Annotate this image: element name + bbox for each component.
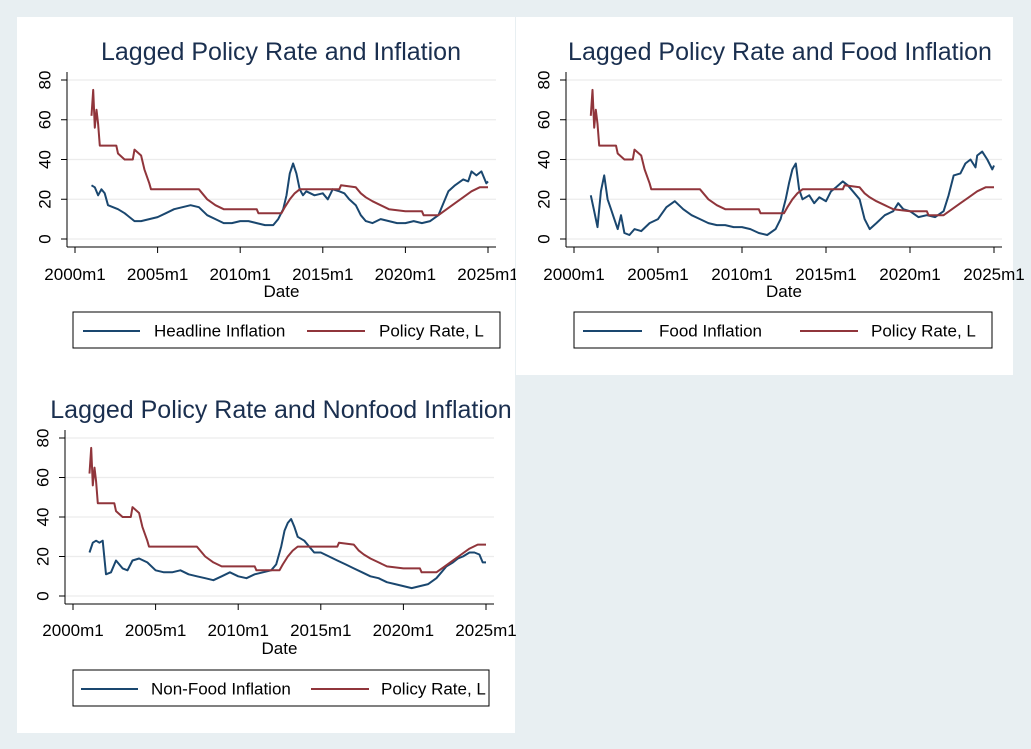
series-line-inflation [88,518,486,590]
chart-title: Lagged Policy Rate and Nonfood Inflation [50,396,511,424]
x-tick-label: 2000m1 [44,265,105,284]
legend: Headline Inflation Policy Rate, L [72,311,501,349]
x-tick-label: 2005m1 [125,621,186,640]
legend-label: Policy Rate, L [379,322,484,341]
x-tick-label: 2000m1 [543,265,604,284]
y-tick-label: 40 [34,508,53,527]
x-tick-label: 2025m1 [963,265,1024,284]
x-tick-label: 2005m1 [127,265,188,284]
x-tick-label: 2005m1 [627,265,688,284]
chart-panel-1: Lagged Policy Rate and Inflation 0 20 40 60 8… [17,17,519,375]
legend-label: Non-Food Inflation [151,680,291,699]
y-tick-label: 0 [36,234,55,243]
legend-label: Headline Inflation [154,322,285,341]
legend-label: Food Inflation [659,322,762,341]
y-tick-label: 60 [34,468,53,487]
chart-panel-3: Lagged Policy Rate and Nonfood Inflation… [17,375,517,733]
legend-box [573,311,993,349]
y-tick-label: 60 [535,110,554,129]
y-tick-label: 20 [535,190,554,209]
y-tick-label: 40 [36,150,55,169]
legend: Non-Food Inflation Policy Rate, L [72,669,490,707]
x-tick-label: 2015m1 [292,265,353,284]
x-tick-label: 2020m1 [375,265,436,284]
legend-label: Policy Rate, L [871,322,976,341]
x-tick-label: 2020m1 [373,621,434,640]
series-line-policy-rate [589,88,994,217]
legend-label: Policy Rate, L [381,680,486,699]
y-tick-label: 60 [36,110,55,129]
x-tick-label: 2015m1 [290,621,351,640]
series-line-inflation [90,162,489,227]
x-tick-label: 2025m1 [455,621,516,640]
series-line-policy-rate [88,446,486,574]
x-tick-label: 2020m1 [879,265,940,284]
legend-box [72,311,501,349]
x-tick-label: 2025m1 [457,265,518,284]
chart-panel-2: Lagged Policy Rate and Food Inflation 0 20… [516,17,1025,375]
legend: Food Inflation Policy Rate, L [573,311,993,349]
x-tick-label: 2010m1 [209,265,270,284]
x-tick-label: 2000m1 [42,621,103,640]
chart-title: Lagged Policy Rate and Food Inflation [568,38,992,66]
y-tick-label: 80 [535,71,554,90]
x-tick-label: 2015m1 [795,265,856,284]
x-tick-label: 2010m1 [207,621,268,640]
legend-box [72,669,490,707]
chart-title: Lagged Policy Rate and Inflation [101,38,461,66]
x-axis-title: Date [766,282,802,301]
x-tick-label: 2010m1 [711,265,772,284]
x-axis-title: Date [262,639,298,658]
y-tick-label: 80 [34,429,53,448]
y-tick-label: 0 [535,234,554,243]
y-tick-label: 0 [34,591,53,600]
y-tick-label: 80 [36,71,55,90]
y-tick-label: 20 [36,190,55,209]
series-line-policy-rate [90,88,488,217]
y-tick-label: 40 [535,150,554,169]
series-line-inflation [589,150,995,236]
y-tick-label: 20 [34,547,53,566]
x-axis-title: Date [264,282,300,301]
